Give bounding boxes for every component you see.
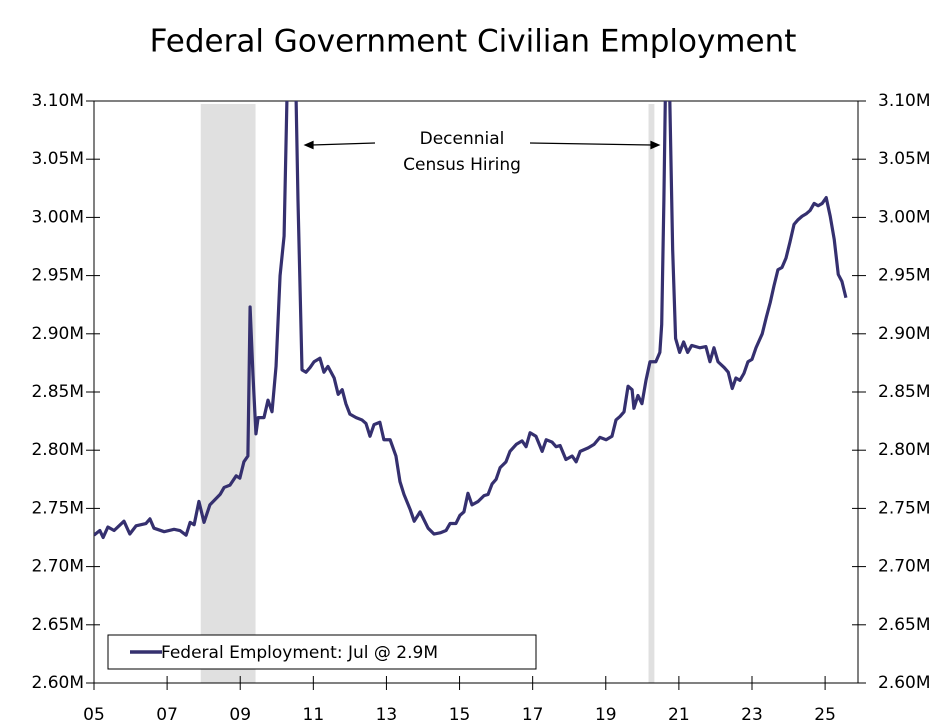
x-tick-label: 15: [449, 705, 471, 725]
y-tick-label: 2.70M: [31, 557, 84, 577]
arrow-head: [650, 140, 661, 150]
arrow: [529, 142, 653, 146]
y-tick-label: 2.60M: [31, 673, 84, 693]
chart-title: Federal Government Civilian Employment: [150, 24, 797, 60]
x-tick-label: 19: [595, 705, 617, 725]
y2-tick-label: 2.65M: [878, 615, 931, 635]
recession-band: [648, 104, 655, 683]
x-tick-label: 23: [741, 705, 763, 725]
arrow-head: [303, 140, 314, 150]
y2-tick-label: 2.85M: [878, 382, 931, 402]
annotation: Census Hiring: [403, 155, 521, 175]
y-tick-label: 3.05M: [31, 149, 84, 169]
x-tick-label: 09: [229, 705, 251, 725]
annotation: Decennial: [420, 129, 505, 149]
x-tick-label: 05: [83, 705, 105, 725]
legend-label: Federal Employment: Jul @ 2.9M: [161, 643, 438, 663]
legend-box: [107, 634, 537, 670]
y-tick-label: 2.95M: [31, 266, 84, 286]
y-tick-label: 3.10M: [31, 91, 84, 111]
arrow: [311, 142, 376, 146]
recession-band: [200, 104, 256, 683]
y-tick-label: 2.80M: [31, 440, 84, 460]
annotation-arrows: [303, 140, 661, 150]
x-tick-label: 07: [156, 705, 178, 725]
y2-tick-label: 3.05M: [878, 149, 931, 169]
y-tick-label: 2.90M: [31, 324, 84, 344]
y2-tick-label: 3.10M: [878, 91, 931, 111]
x-tick-label: 13: [376, 705, 398, 725]
x-tick-label: 21: [668, 705, 690, 725]
y-tick-label: 2.85M: [31, 382, 84, 402]
y2-tick-label: 2.95M: [878, 266, 931, 286]
y2-tick-label: 2.75M: [878, 498, 931, 518]
x-tick-label: 11: [303, 705, 325, 725]
x-tick-label: 17: [522, 705, 544, 725]
x-tick-label: 25: [814, 705, 836, 725]
line-layer: [94, 101, 848, 540]
y2-tick-label: 2.60M: [878, 673, 931, 693]
data-line: [94, 101, 848, 540]
y-tick-label: 2.65M: [31, 615, 84, 635]
y2-tick-label: 2.80M: [878, 440, 931, 460]
y-tick-label: 2.75M: [31, 498, 84, 518]
y-tick-label: 3.00M: [31, 207, 84, 227]
y2-tick-label: 2.70M: [878, 557, 931, 577]
y2-tick-label: 3.00M: [878, 207, 931, 227]
y2-tick-label: 2.90M: [878, 324, 931, 344]
recession-layer: [200, 104, 655, 683]
